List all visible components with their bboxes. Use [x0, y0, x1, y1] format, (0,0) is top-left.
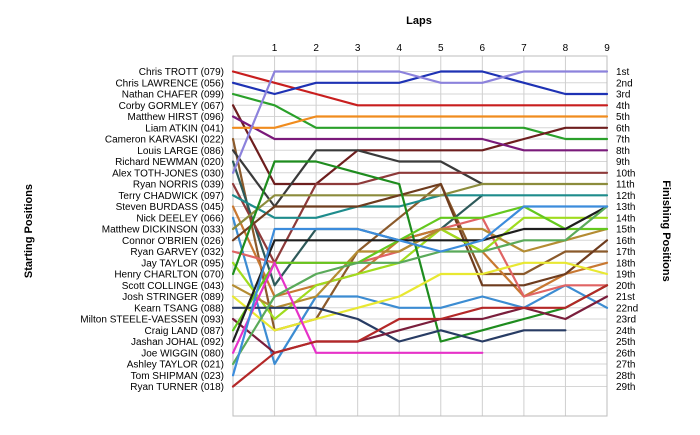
starting-grid-label: Matthew HIRST (096): [127, 112, 224, 123]
chart-title: Laps: [406, 15, 432, 27]
y-axis-right-label: Finishing Positions: [660, 180, 672, 282]
starting-grid-label: Milton STEELE-VAESSEN (093): [80, 315, 224, 326]
starting-grid-label: Connor O'BRIEN (026): [122, 236, 224, 247]
driver-position-line: [231, 115, 609, 129]
lap-tick-label: 3: [355, 43, 361, 54]
finishing-position-label: 19th: [616, 270, 635, 281]
finishing-position-label: 2nd: [616, 78, 633, 89]
starting-grid-label: Ryan GARVEY (032): [130, 247, 224, 258]
starting-grid-labels: Chris TROTT (079)Chris LAWRENCE (056)Nat…: [80, 67, 224, 393]
starting-grid-label: Richard NEWMAN (020): [115, 157, 224, 168]
finishing-position-label: 21st: [616, 292, 635, 303]
finishing-position-label: 14th: [616, 213, 635, 224]
starting-grid-label: Steven BURDASS (045): [116, 202, 224, 213]
driver-position-line: [231, 104, 609, 186]
finishing-position-label: 3rd: [616, 90, 630, 101]
starting-grid-label: Josh STRINGER (089): [122, 292, 224, 303]
starting-grid-label: Ashley TAYLOR (021): [127, 360, 224, 371]
y-axis-left-label: Starting Positions: [23, 183, 35, 279]
finishing-position-label: 17th: [616, 247, 635, 258]
starting-grid-label: Cameron KARVASKI (022): [105, 135, 224, 146]
finishing-position-label: 26th: [616, 348, 635, 359]
finishing-position-label: 25th: [616, 337, 635, 348]
series-lines: [231, 70, 609, 388]
finishing-position-label: 22nd: [616, 303, 638, 314]
lap-tick-label: 1: [272, 43, 278, 54]
driver-position-line: [231, 306, 567, 343]
starting-grid-label: Joe WIGGIN (080): [141, 348, 224, 359]
starting-grid-label: Corby GORMLEY (067): [119, 101, 224, 112]
lap-tick-label: 7: [521, 43, 527, 54]
finishing-position-label: 28th: [616, 371, 635, 382]
driver-position-line: [231, 70, 609, 174]
driver-position-line: [231, 284, 609, 388]
driver-position-line: [231, 205, 609, 377]
finishing-position-label: 20th: [616, 281, 635, 292]
finishing-position-label: 5th: [616, 112, 630, 123]
driver-position-line: [231, 205, 609, 366]
finishing-position-label: 24th: [616, 326, 635, 337]
lap-tick-label: 2: [313, 43, 319, 54]
starting-grid-label: Terry CHADWICK (097): [118, 191, 224, 202]
starting-grid-label: Tom SHIPMAN (023): [131, 371, 224, 382]
starting-grid-label: Craig LAND (087): [145, 326, 224, 337]
driver-position-line: [231, 216, 609, 366]
lap-ticks: 1 2 3 4 5 6 7 8 9: [272, 43, 610, 54]
lap-tick-label: 9: [604, 43, 610, 54]
starting-grid-label: Chris LAWRENCE (056): [115, 78, 224, 89]
starting-grid-label: Kearn TSANG (088): [134, 303, 224, 314]
driver-position-line: [231, 182, 609, 231]
driver-position-line: [231, 261, 609, 332]
starting-grid-label: Ryan NORRIS (039): [133, 180, 224, 191]
finishing-position-label: 9th: [616, 157, 630, 168]
finishing-position-label: 6th: [616, 123, 630, 134]
lap-tick-label: 6: [480, 43, 486, 54]
finishing-position-label: 4th: [616, 101, 630, 112]
starting-grid-label: Nick DEELEY (066): [136, 213, 224, 224]
driver-position-line: [231, 205, 609, 298]
driver-position-line: [231, 182, 609, 287]
starting-grid-label: Ryan TURNER (018): [130, 382, 224, 393]
finishing-position-label: 10th: [616, 168, 635, 179]
driver-position-line: [231, 261, 484, 354]
finishing-position-label: 7th: [616, 135, 630, 146]
starting-grid-label: Jay TAYLOR (095): [141, 258, 224, 269]
finishing-position-label: 27th: [616, 360, 635, 371]
starting-grid-label: Liam ATKIN (041): [145, 123, 224, 134]
plot-frame: [232, 55, 608, 417]
finishing-labels: 1st2nd3rd4th5th6th7th8th9th10th11th12th1…: [616, 67, 638, 393]
finishing-position-label: 15th: [616, 225, 635, 236]
finishing-position-label: 23rd: [616, 315, 636, 326]
finishing-position-label: 12th: [616, 191, 635, 202]
finishing-position-label: 13th: [616, 202, 635, 213]
starting-grid-label: Chris TROTT (079): [139, 67, 224, 78]
driver-position-line: [231, 194, 609, 219]
starting-grid-label: Scott COLLINGE (043): [122, 281, 224, 292]
finishing-position-label: 16th: [616, 236, 635, 247]
lap-tick-label: 8: [563, 43, 569, 54]
finishing-position-label: 1st: [616, 67, 630, 78]
starting-grid-label: Louis LARGE (086): [137, 146, 224, 157]
starting-grid-label: Jashan JOHAL (092): [131, 337, 224, 348]
starting-grid-label: Matthew DICKINSON (033): [102, 225, 224, 236]
finishing-position-label: 18th: [616, 258, 635, 269]
driver-position-line: [231, 205, 609, 332]
driver-position-line: [231, 115, 609, 152]
driver-position-line: [231, 205, 609, 343]
starting-grid-label: Alex TOTH-JONES (030): [112, 168, 224, 179]
lap-tick-label: 5: [438, 43, 444, 54]
starting-grid-label: Henry CHARLTON (070): [114, 270, 224, 281]
finishing-position-label: 8th: [616, 146, 630, 157]
finishing-position-label: 11th: [616, 180, 635, 191]
starting-grid-label: Nathan CHAFER (099): [122, 90, 224, 101]
finishing-position-label: 29th: [616, 382, 635, 393]
driver-position-line: [231, 171, 609, 264]
lap-tick-label: 4: [396, 43, 402, 54]
